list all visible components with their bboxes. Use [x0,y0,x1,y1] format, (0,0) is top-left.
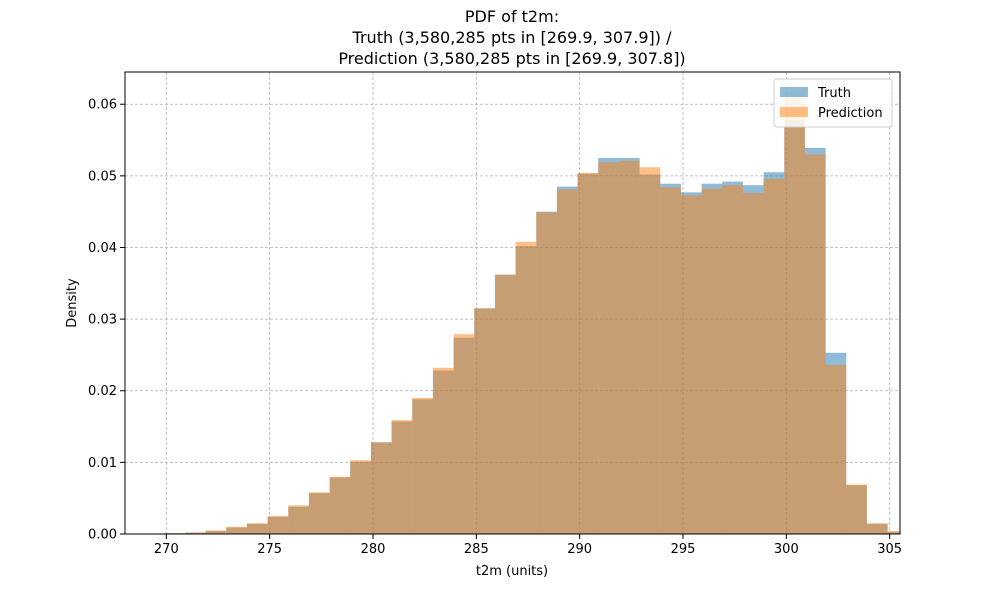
y-axis-label: Density [65,278,80,328]
bar-prediction [308,492,330,534]
x-tick-label: 280 [361,542,386,557]
bar-prediction [577,172,599,534]
bar-truth [908,533,929,534]
bar-prediction [887,531,900,534]
bar-prediction [474,308,495,534]
bar-prediction [370,442,392,534]
plot-area-frame [124,71,901,535]
y-tick-label: 0.00 [88,528,117,543]
legend-swatch-truth [780,87,808,97]
bars-clip-group [164,91,929,534]
bar-prediction [432,367,454,534]
y-tick-label: 0.02 [88,384,117,399]
bar-prediction [246,523,268,534]
bar-prediction [804,154,826,534]
x-tick-label: 295 [671,542,696,557]
legend-label-prediction: Prediction [818,106,883,121]
bar-prediction [226,526,247,534]
title-line-3: Prediction (3,580,285 pts in [269.9, 307… [338,49,685,68]
bar-prediction [536,212,557,534]
legend-swatch-prediction [780,107,808,117]
y-tick-label: 0.03 [88,313,117,328]
bar-prediction [722,185,743,534]
series-prediction-bars [164,91,929,534]
x-tick-label: 290 [567,542,592,557]
bar-prediction [680,195,702,534]
bar-prediction [412,397,433,534]
bar-prediction [825,364,847,534]
bar-prediction [784,91,805,534]
y-axis: 0.00 0.01 0.02 0.03 0.04 0.05 0.06 [88,98,125,543]
bar-prediction [556,189,578,534]
bar-prediction [267,516,289,534]
y-tick-label: 0.06 [88,98,117,113]
x-tick-label: 275 [257,542,282,557]
title-line-2: Truth (3,580,285 pts in [269.9, 307.9]) … [352,28,673,47]
y-tick-label: 0.01 [88,456,117,471]
y-tick-label: 0.04 [88,241,117,256]
x-axis: 270 275 280 285 290 295 300 305 [154,534,902,557]
histogram-bars [164,91,929,534]
legend-label-truth: Truth [817,86,851,101]
bar-prediction [866,523,888,534]
bar-prediction [701,188,723,534]
bar-prediction [763,178,785,534]
x-tick-label: 300 [774,542,799,557]
bar-prediction [515,241,537,534]
y-tick-label: 0.05 [88,169,117,184]
bar-prediction [639,167,661,534]
legend: Truth Prediction [773,78,893,128]
x-tick-label: 285 [464,542,489,557]
bar-prediction [846,484,867,534]
x-tick-label: 270 [154,542,179,557]
x-tick-label: 305 [877,542,902,557]
bar-prediction [742,193,764,534]
bar-prediction [205,530,227,534]
bar-prediction [184,532,206,534]
bar-prediction [618,160,640,534]
x-axis-label: t2m (units) [476,564,548,579]
chart-title: PDF of t2m: Truth (3,580,285 pts in [269… [338,7,685,68]
bar-prediction [288,505,309,534]
bar-prediction [598,162,619,534]
bar-prediction [350,460,371,534]
bar-prediction [329,476,351,534]
bar-prediction [660,187,681,534]
bar-prediction [908,533,929,534]
bar-prediction [391,420,413,534]
bar-prediction [494,274,516,534]
bar-prediction [453,334,475,534]
title-line-1: PDF of t2m: [465,7,559,26]
